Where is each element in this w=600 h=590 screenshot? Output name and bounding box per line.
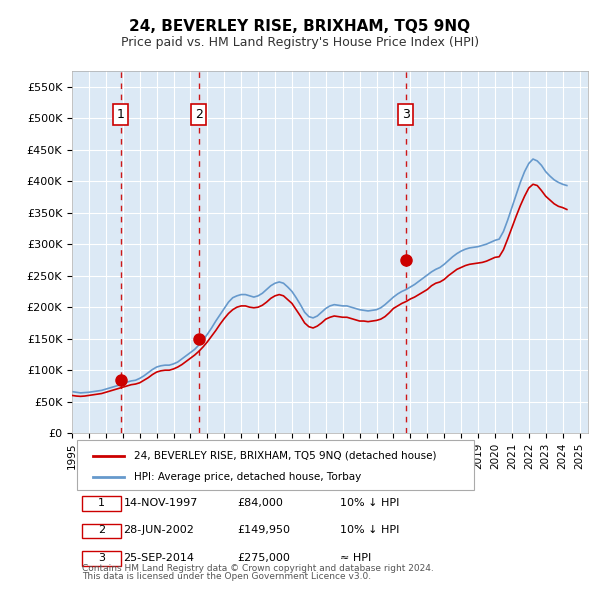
Text: 24, BEVERLEY RISE, BRIXHAM, TQ5 9NQ (detached house): 24, BEVERLEY RISE, BRIXHAM, TQ5 9NQ (det… bbox=[134, 451, 436, 461]
Text: £149,950: £149,950 bbox=[237, 525, 290, 535]
Text: ≈ HPI: ≈ HPI bbox=[340, 553, 371, 563]
Text: 3: 3 bbox=[98, 553, 105, 563]
Text: 10% ↓ HPI: 10% ↓ HPI bbox=[340, 498, 400, 508]
Text: 14-NOV-1997: 14-NOV-1997 bbox=[124, 498, 198, 508]
Text: 25-SEP-2014: 25-SEP-2014 bbox=[124, 553, 194, 563]
FancyBboxPatch shape bbox=[82, 524, 121, 538]
Text: Contains HM Land Registry data © Crown copyright and database right 2024.: Contains HM Land Registry data © Crown c… bbox=[82, 564, 434, 573]
Text: HPI: Average price, detached house, Torbay: HPI: Average price, detached house, Torb… bbox=[134, 472, 361, 481]
Text: £275,000: £275,000 bbox=[237, 553, 290, 563]
Text: £84,000: £84,000 bbox=[237, 498, 283, 508]
Text: 3: 3 bbox=[402, 108, 410, 121]
FancyBboxPatch shape bbox=[82, 552, 121, 566]
Text: 24, BEVERLEY RISE, BRIXHAM, TQ5 9NQ: 24, BEVERLEY RISE, BRIXHAM, TQ5 9NQ bbox=[130, 19, 470, 34]
FancyBboxPatch shape bbox=[77, 441, 475, 490]
Text: This data is licensed under the Open Government Licence v3.0.: This data is licensed under the Open Gov… bbox=[82, 572, 371, 581]
FancyBboxPatch shape bbox=[82, 496, 121, 511]
Text: 1: 1 bbox=[98, 498, 105, 508]
Text: 2: 2 bbox=[195, 108, 203, 121]
Text: 1: 1 bbox=[116, 108, 124, 121]
Text: 2: 2 bbox=[98, 525, 105, 535]
Text: Price paid vs. HM Land Registry's House Price Index (HPI): Price paid vs. HM Land Registry's House … bbox=[121, 36, 479, 49]
Text: 28-JUN-2002: 28-JUN-2002 bbox=[124, 525, 194, 535]
Text: 10% ↓ HPI: 10% ↓ HPI bbox=[340, 525, 400, 535]
